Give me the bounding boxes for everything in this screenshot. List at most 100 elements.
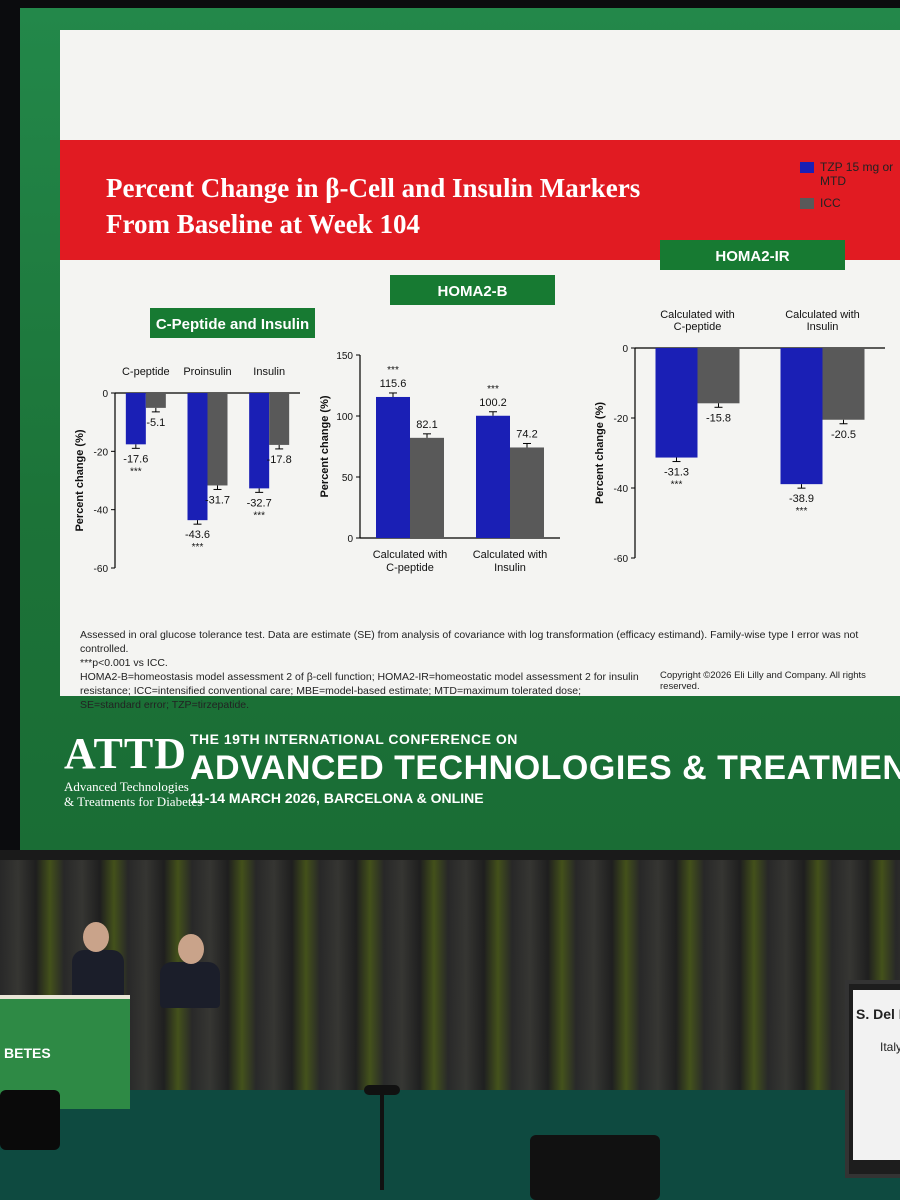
category-label: Insulin: [494, 562, 526, 574]
significance-marker: ***: [253, 510, 265, 521]
bar-tzp: [125, 393, 146, 445]
bar-icc: [697, 348, 740, 404]
significance-marker: ***: [192, 542, 204, 553]
bar-tzp: [780, 348, 823, 485]
panel-title-box: [150, 308, 315, 338]
y-tick-label: -20: [94, 447, 109, 458]
data-label: 115.6: [380, 378, 407, 390]
significance-marker: ***: [130, 466, 142, 477]
y-tick-label: -40: [614, 484, 629, 495]
legend-swatch-icc: [800, 198, 814, 209]
speaker-person-2: [160, 962, 220, 1008]
data-label: -20.5: [831, 429, 856, 441]
title-band-fill: Percent Change in β-Cell and Insulin Mar…: [60, 140, 900, 260]
significance-marker: ***: [796, 506, 808, 517]
bar-tzp: [655, 348, 698, 458]
stage-monitor-left: [0, 1090, 60, 1150]
bar-tzp: [187, 393, 208, 521]
category-label: C-peptide: [386, 562, 434, 574]
category-label: Calculated with: [660, 309, 735, 321]
conference-banner: THE 19TH INTERNATIONAL CONFERENCE ON ADV…: [190, 731, 900, 806]
microphone-stand: [380, 1090, 384, 1190]
panel-title-box: [660, 240, 845, 270]
legend: TZP 15 mg or MTD ICC: [800, 160, 900, 218]
panel-title: HOMA2-IR: [715, 248, 789, 265]
bar-tzp: [376, 396, 410, 538]
y-tick-label: -60: [614, 554, 629, 565]
y-tick-label: 0: [347, 534, 353, 545]
category-label: C-peptide: [122, 366, 170, 378]
stage-monitor: [530, 1135, 660, 1200]
bar-icc: [510, 447, 544, 538]
legend-label-icc: ICC: [820, 196, 841, 210]
bar-icc: [269, 393, 290, 445]
bar-icc: [822, 348, 865, 420]
name-sign-country: Italy: [880, 1040, 900, 1054]
projection-screen: Percent Change in β-Cell and Insulin Mar…: [20, 8, 900, 850]
data-label: -31.7: [205, 494, 230, 506]
data-label: -31.3: [664, 467, 689, 479]
legend-item-icc: ICC: [800, 196, 900, 210]
bar-tzp: [249, 393, 270, 489]
significance-marker: ***: [387, 365, 399, 376]
podium-text: BETES: [4, 1045, 51, 1061]
data-label: 100.2: [479, 397, 507, 409]
bar-icc: [145, 393, 166, 408]
slide-title: Percent Change in β-Cell and Insulin Mar…: [106, 173, 641, 239]
category-label: Proinsulin: [183, 366, 231, 378]
conference-line-3: 11-14 MARCH 2026, BARCELONA & ONLINE: [190, 790, 484, 806]
conference-logo: ATTD Advanced Technologies & Treatments …: [64, 728, 202, 809]
y-axis-label: Percent change (%): [74, 429, 86, 531]
footnote-line-1: Assessed in oral glucose tolerance test.…: [80, 629, 859, 655]
speaker-person-1: [72, 950, 124, 1000]
copyright: Copyright ©2026 Eli Lilly and Company. A…: [660, 670, 866, 692]
logo-text: ATTD: [64, 729, 187, 778]
logo-sub-2: & Treatments for Diabetes: [64, 794, 203, 809]
y-axis-label: Percent change (%): [319, 395, 331, 497]
bar-icc: [207, 393, 228, 486]
category-label: Insulin: [807, 321, 839, 333]
category-label: Insulin: [253, 366, 285, 378]
footnote-line-3: HOMA2-B=homeostasis model assessment 2 o…: [80, 671, 639, 711]
category-label: Calculated with: [473, 549, 548, 561]
data-label: -38.9: [789, 493, 814, 505]
data-label: -5.1: [146, 417, 165, 429]
y-axis-label: Percent change (%): [594, 402, 606, 504]
data-label: -17.6: [123, 453, 148, 465]
charts-svg: C-Peptide and Insulin 0 -20 -40 -60 Percent c…: [74, 240, 885, 575]
data-label: -43.6: [185, 529, 210, 541]
stage-floor: [0, 1090, 900, 1200]
logo-sub-1: Advanced Technologies: [64, 779, 189, 794]
slide: Percent Change in β-Cell and Insulin Mar…: [60, 30, 900, 711]
category-label: C-peptide: [674, 321, 722, 333]
curtain: [0, 860, 900, 1090]
panel-title: C-Peptide and Insulin: [156, 316, 309, 333]
y-tick-label: 100: [336, 412, 353, 423]
significance-marker: ***: [671, 480, 683, 491]
data-label: -32.7: [247, 497, 272, 509]
speaker-head-2: [178, 934, 204, 964]
significance-marker: ***: [487, 384, 499, 395]
panel-title-box: [390, 275, 555, 305]
name-sign-panel: [853, 990, 900, 1160]
data-label: 74.2: [516, 428, 537, 440]
category-label: Calculated with: [373, 549, 448, 561]
footnote-line-2: ***p<0.001 vs ICC.: [80, 657, 168, 669]
panel-title: HOMA2-B: [438, 283, 508, 300]
y-tick-label: -20: [614, 414, 629, 425]
y-tick-label: 0: [622, 344, 628, 355]
conference-line-1: THE 19TH INTERNATIONAL CONFERENCE ON: [190, 731, 518, 747]
data-label: -17.8: [267, 454, 292, 466]
speaker-head-1: [83, 922, 109, 952]
y-tick-label: 0: [102, 389, 108, 400]
bar-icc: [410, 437, 444, 538]
data-label: 82.1: [416, 419, 437, 431]
bar-tzp: [476, 415, 510, 538]
legend-swatch-tzp: [800, 162, 814, 173]
data-label: -15.8: [706, 412, 731, 424]
y-tick-label: 50: [342, 473, 354, 484]
y-tick-label: -40: [94, 506, 109, 517]
footnote: Assessed in oral glucose tolerance test.…: [80, 628, 880, 712]
legend-label-tzp: TZP 15 mg or MTD: [820, 160, 894, 188]
name-sign-name: S. Del P: [856, 1006, 900, 1022]
